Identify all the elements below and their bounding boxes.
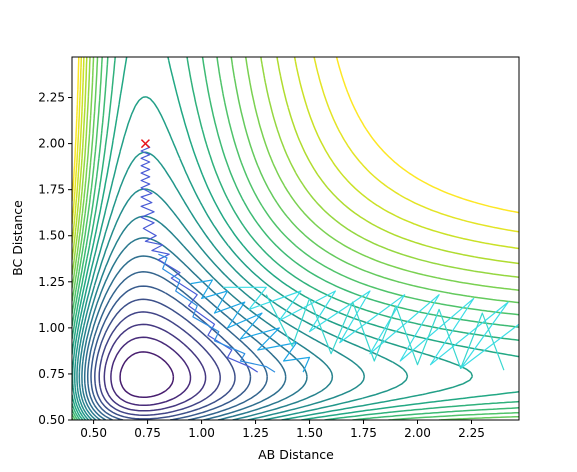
contour-level-21: [72, 57, 519, 279]
trajectory-4: [265, 294, 505, 371]
contour-level-25: [72, 57, 519, 214]
plot-frame: [71, 56, 520, 421]
x-tick-label: 2.25: [458, 426, 485, 440]
contour-level-12: [76, 188, 366, 420]
contour-level-16: [72, 57, 519, 420]
y-axis-label: BC Distance: [10, 200, 25, 276]
contour-level-18: [72, 57, 519, 420]
contour-lines: [72, 57, 519, 420]
contour-level-3: [110, 336, 192, 407]
y-tick-label: 0.75: [38, 367, 65, 381]
trajectory-2: [190, 279, 311, 373]
contour-level-6: [94, 298, 236, 420]
y-axis-ticks: 0.50 0.75 1.00 1.25 1.50 1.75 2.00 2.25: [38, 91, 72, 427]
contour-level-8: [86, 271, 268, 420]
contour-level-19: [72, 57, 519, 420]
contour-level-15: [72, 57, 519, 420]
x-axis-label: AB Distance: [258, 447, 334, 462]
contour-level-9: [83, 255, 287, 420]
y-tick-label: 1.75: [38, 183, 65, 197]
start-marker-layer: [140, 139, 150, 149]
x-tick-label: 0.50: [80, 426, 107, 440]
y-tick-label: 1.50: [38, 229, 65, 243]
contour-level-22: [72, 57, 519, 265]
x-tick-label: 1.25: [242, 426, 269, 440]
contour-level-14: [72, 96, 474, 420]
contour-level-2: [119, 351, 175, 399]
y-tick-label: 1.00: [38, 321, 65, 335]
x-tick-label: 1.00: [188, 426, 215, 440]
start-marker: [140, 139, 150, 149]
contour-level-24: [72, 57, 519, 233]
contour-level-13: [73, 151, 409, 420]
x-axis-ticks: 0.50 0.75 1.00 1.25 1.50 1.75 2.00 2.25: [80, 420, 485, 440]
y-tick-label: 2.00: [38, 137, 65, 151]
x-tick-label: 1.75: [350, 426, 377, 440]
contour-level-7: [90, 285, 252, 420]
trajectory-lines: [140, 143, 519, 373]
contour-level-5: [98, 311, 221, 416]
contour-level-20: [72, 57, 519, 291]
trajectory-3: [223, 286, 519, 369]
trajectory-1: [158, 253, 276, 373]
x-tick-label: 0.75: [134, 426, 161, 440]
contour-level-11: [78, 215, 334, 420]
x-tick-label: 1.50: [296, 426, 323, 440]
contour-level-23: [72, 57, 519, 250]
x-tick-label: 2.00: [404, 426, 431, 440]
contour-level-4: [103, 323, 207, 412]
y-tick-label: 1.25: [38, 275, 65, 289]
y-tick-label: 2.25: [38, 91, 65, 105]
y-tick-label: 0.50: [38, 413, 65, 427]
trajectory-0: [140, 143, 259, 373]
contour-level-17: [72, 57, 519, 420]
